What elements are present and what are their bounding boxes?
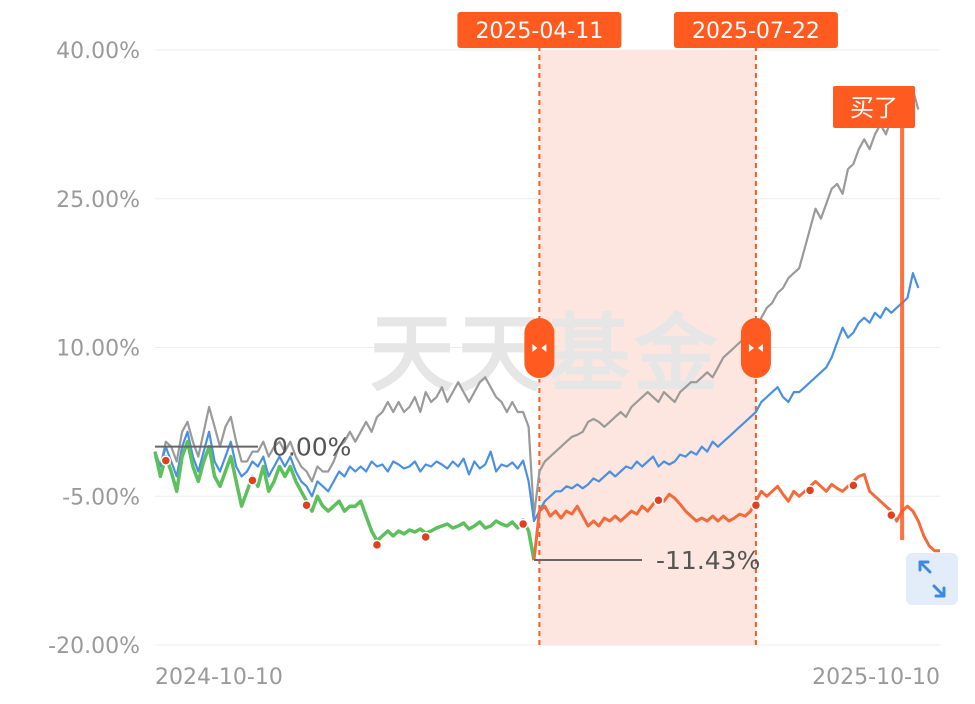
max-marker-label: 0.00% (272, 433, 351, 462)
series-lines (153, 88, 940, 561)
period-band (538, 46, 757, 645)
y-tick-label: 40.00% (56, 39, 140, 64)
x-tick-label: 2024-10-10 (155, 665, 283, 690)
trade-dot (750, 499, 762, 511)
extreme-markers: 0.00% -11.43% (155, 433, 760, 575)
trade-dot (804, 485, 816, 496)
period-flags[interactable]: 2025-04-11 2025-07-22 (457, 12, 838, 378)
drag-arrows-icon[interactable] (532, 344, 547, 352)
expand-button-bg[interactable] (906, 553, 958, 605)
trade-dot (848, 480, 859, 491)
index-line (154, 88, 920, 518)
min-marker-label: -11.43% (656, 546, 760, 575)
trade-dot (420, 531, 431, 543)
trade-dot (247, 475, 258, 486)
y-tick-label: -20.00% (48, 634, 140, 659)
y-tick-label: 25.00% (56, 188, 140, 213)
buy-tag (833, 86, 915, 128)
x-tick-label: 2025-10-10 (812, 665, 940, 690)
benchmark-line (153, 272, 920, 523)
trade-dot (371, 539, 383, 551)
buy-marker: 买了 (833, 86, 915, 540)
expand-icon[interactable] (918, 560, 946, 598)
period-date-label[interactable]: 2025-04-11 (475, 19, 603, 44)
fund-line-after (532, 472, 940, 561)
axis-labels: 40.00% 25.00% 10.00% -5.00% -20.00% 2024-10-1… (48, 39, 940, 690)
period-drag-handle[interactable] (524, 318, 555, 378)
trade-dot (886, 509, 897, 521)
period-drag-handle[interactable] (740, 318, 771, 378)
fund-line-before (153, 439, 536, 561)
trade-dots (160, 455, 897, 551)
y-tick-label: 10.00% (56, 337, 140, 362)
period-date-tag[interactable] (673, 12, 838, 48)
drag-arrows-icon[interactable] (748, 344, 763, 352)
period-date-label[interactable]: 2025-07-22 (692, 19, 820, 44)
period-band-fill (539, 50, 756, 645)
period-date-tag[interactable] (457, 12, 622, 48)
trade-dot (653, 495, 664, 506)
expand-button[interactable] (906, 553, 958, 605)
y-tick-label: -5.00% (62, 485, 140, 510)
trade-dot (301, 499, 312, 511)
trade-dot (160, 455, 172, 466)
buy-tag-label: 买了 (850, 94, 898, 122)
trade-dot (517, 518, 529, 530)
